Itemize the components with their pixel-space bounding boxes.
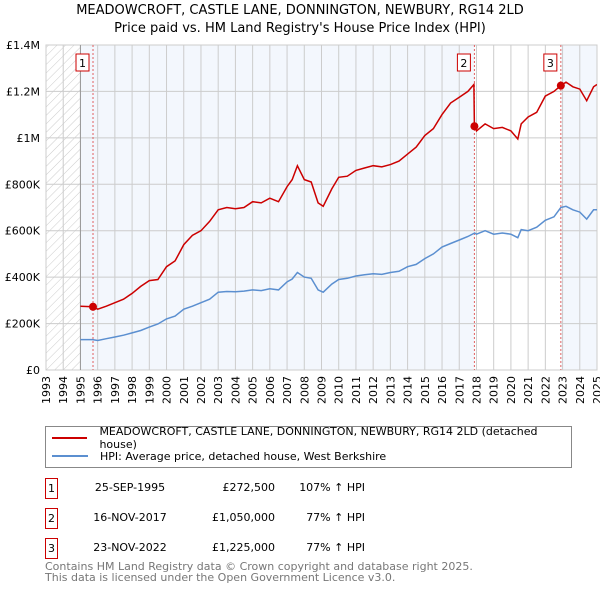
sale-date: 25-SEP-1995 — [94, 481, 166, 494]
x-tick-label: 2019 — [488, 376, 501, 404]
x-tick-label: 2004 — [229, 376, 242, 404]
x-tick-label: 2014 — [402, 376, 415, 404]
sale-price: £1,225,000 — [212, 541, 275, 554]
y-tick-label: £200K — [5, 318, 41, 331]
legend-item-property: MEADOWCROFT, CASTLE LANE, DONNINGTON, NE… — [52, 425, 571, 451]
sale-hpi: 107% ↑ HPI — [299, 481, 365, 494]
sale-hpi: 77% ↑ HPI — [306, 511, 365, 524]
y-tick-label: £0 — [26, 364, 40, 377]
x-tick-label: 2023 — [557, 376, 570, 404]
legend-swatch-red — [52, 437, 88, 439]
x-tick-label: 2005 — [247, 376, 260, 404]
sale-price: £272,500 — [222, 481, 276, 494]
chart-title: MEADOWCROFT, CASTLE LANE, DONNINGTON, NE… — [0, 2, 600, 38]
sale-point — [470, 122, 479, 131]
x-tick-label: 2010 — [333, 376, 346, 404]
x-tick-label: 2017 — [453, 376, 466, 404]
x-tick-label: 2001 — [178, 376, 191, 404]
x-tick-label: 2025 — [591, 376, 600, 404]
footer-line: Contains HM Land Registry data © Crown c… — [45, 560, 473, 573]
x-tick-label: 2009 — [316, 376, 329, 404]
ownership-shade — [80, 45, 475, 370]
sale-label: 2 — [460, 57, 467, 70]
series-line — [80, 81, 597, 311]
y-tick-label: £1M — [17, 132, 41, 145]
legend-label: MEADOWCROFT, CASTLE LANE, DONNINGTON, NE… — [99, 425, 538, 451]
footer-line: This data is licensed under the Open Gov… — [45, 571, 396, 584]
sale-hpi: 77% ↑ HPI — [306, 541, 365, 554]
series-line — [80, 205, 597, 342]
sale-row: 3 23-NOV-2022 £1,225,000 77% ↑ HPI — [45, 538, 445, 559]
sale-marker: 1 — [45, 478, 58, 499]
plot-border — [45, 44, 598, 371]
y-tick-label: £1.4M — [6, 39, 40, 52]
x-tick-label: 1995 — [74, 376, 87, 404]
legend-item-hpi: HPI: Average price, detached house, West… — [52, 448, 386, 464]
x-tick-label: 2000 — [161, 376, 174, 404]
x-tick-label: 1993 — [40, 376, 53, 404]
sale-label: 3 — [547, 57, 554, 70]
legend-label: HPI: Average price, detached house, West… — [100, 449, 387, 463]
plot-area: 1993 1994 1995 1996 1997 1998 1999 2000 2001 2002… — [5, 39, 600, 404]
x-tick-label: 2003 — [212, 376, 225, 404]
sale-label: 1 — [79, 57, 86, 70]
sale-marker: 3 — [45, 538, 58, 559]
y-tick-label: £600K — [5, 225, 41, 238]
x-tick-label: 2006 — [264, 376, 277, 404]
x-tick-label: 1998 — [126, 376, 139, 404]
x-tick-label: 2018 — [470, 376, 483, 404]
sale-marker: 2 — [45, 508, 58, 529]
title-line: MEADOWCROFT, CASTLE LANE, DONNINGTON, NE… — [76, 3, 524, 18]
x-tick-label: 2007 — [281, 376, 294, 404]
x-tick-label: 2002 — [195, 376, 208, 404]
x-tick-label: 2020 — [505, 376, 518, 404]
sale-date: 23-NOV-2022 — [93, 541, 167, 554]
x-tick-label: 1994 — [57, 376, 70, 404]
x-tick-label: 2015 — [419, 376, 432, 404]
sale-price: £1,050,000 — [212, 511, 275, 524]
sale-label-box — [456, 53, 471, 72]
y-tick-label: £800K — [5, 178, 41, 191]
sale-label-box — [543, 53, 558, 72]
y-tick-label: £1.2M — [6, 85, 40, 98]
x-tick-label: 2024 — [574, 376, 587, 404]
x-tick-label: 2022 — [539, 376, 552, 404]
legend-swatch-blue — [52, 455, 88, 457]
x-tick-label: 1999 — [143, 376, 156, 404]
x-tick-label: 2008 — [298, 376, 311, 404]
sale-point — [556, 81, 565, 90]
x-tick-label: 2013 — [384, 376, 397, 404]
x-tick-label: 1997 — [109, 376, 122, 404]
x-tick-label: 1996 — [92, 376, 105, 404]
legend: MEADOWCROFT, CASTLE LANE, DONNINGTON, NE… — [45, 425, 572, 468]
sale-point — [89, 302, 98, 311]
x-tick-label: 2021 — [522, 376, 535, 404]
subtitle-line: Price paid vs. HM Land Registry's House … — [114, 21, 486, 36]
sale-row: 2 16-NOV-2017 £1,050,000 77% ↑ HPI — [45, 508, 445, 529]
sale-row: 1 25-SEP-1995 £272,500 107% ↑ HPI — [45, 478, 445, 499]
sale-label-box — [75, 53, 90, 72]
y-tick-label: £400K — [5, 271, 41, 284]
x-tick-label: 2016 — [436, 376, 449, 404]
sale-date: 16-NOV-2017 — [93, 511, 167, 524]
x-tick-label: 2012 — [367, 376, 380, 404]
x-tick-label: 2011 — [350, 376, 363, 404]
ownership-shade — [560, 45, 597, 370]
footer: Contains HM Land Registry data © Crown c… — [45, 561, 473, 583]
